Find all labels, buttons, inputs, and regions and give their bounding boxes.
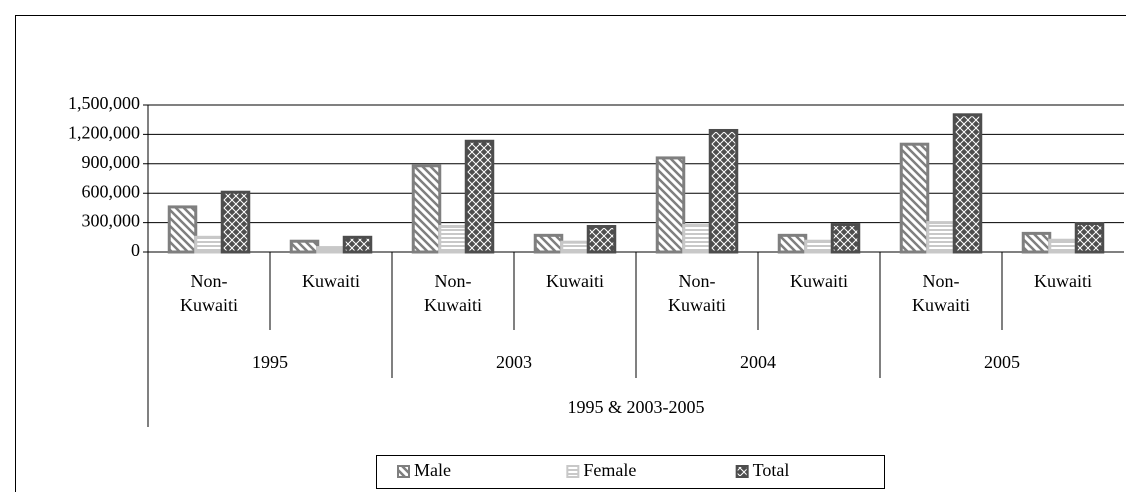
bar — [682, 224, 712, 254]
legend-swatch — [566, 465, 580, 478]
bar — [438, 225, 468, 254]
legend-label: Total — [753, 460, 790, 480]
legend-swatch — [397, 465, 410, 478]
legend-swatch — [735, 465, 749, 478]
bar — [167, 205, 198, 254]
bar — [220, 190, 251, 254]
bar — [1074, 222, 1105, 254]
y-tick-label: 300,000 — [82, 211, 141, 231]
category-group-label: 1995 & 2003-2005 — [568, 397, 705, 417]
legend-box — [376, 455, 885, 489]
x-tick-label: Kuwaiti — [546, 271, 604, 291]
y-tick-label: 900,000 — [82, 152, 141, 172]
y-tick-label: 1,500,000 — [68, 93, 140, 113]
bar — [194, 235, 224, 254]
bar — [533, 233, 564, 254]
bar — [899, 142, 930, 254]
group-label: 2004 — [740, 352, 776, 372]
x-tick-label: Non-Kuwaiti — [668, 271, 726, 315]
y-tick-label: 600,000 — [82, 181, 141, 201]
y-tick-label: 0 — [131, 240, 140, 260]
chart-border — [15, 15, 1126, 492]
bar — [952, 113, 983, 254]
bar — [464, 139, 495, 254]
bar — [411, 164, 442, 254]
bar — [830, 223, 861, 254]
x-tick-label: Kuwaiti — [1034, 271, 1092, 291]
bar — [655, 156, 686, 254]
y-tick-label: 1,200,000 — [68, 123, 140, 143]
bar — [342, 235, 373, 254]
bar — [1021, 231, 1052, 254]
bar — [708, 128, 739, 254]
bar — [926, 221, 956, 254]
bar — [560, 240, 590, 254]
legend-label: Male — [414, 460, 451, 480]
bar — [804, 239, 834, 254]
x-tick-label: Non-Kuwaiti — [180, 271, 238, 315]
bar — [316, 246, 346, 254]
bar — [586, 225, 617, 254]
bar — [1048, 238, 1078, 254]
group-label: 1995 — [252, 352, 288, 372]
bar — [289, 239, 320, 254]
x-tick-label: Kuwaiti — [790, 271, 848, 291]
legend-label: Female — [583, 460, 636, 480]
x-tick-label: Non-Kuwaiti — [424, 271, 482, 315]
group-label: 2005 — [984, 352, 1020, 372]
x-tick-label: Non-Kuwaiti — [912, 271, 970, 315]
group-label: 2003 — [496, 352, 532, 372]
bar — [777, 233, 808, 254]
x-tick-label: Kuwaiti — [302, 271, 360, 291]
